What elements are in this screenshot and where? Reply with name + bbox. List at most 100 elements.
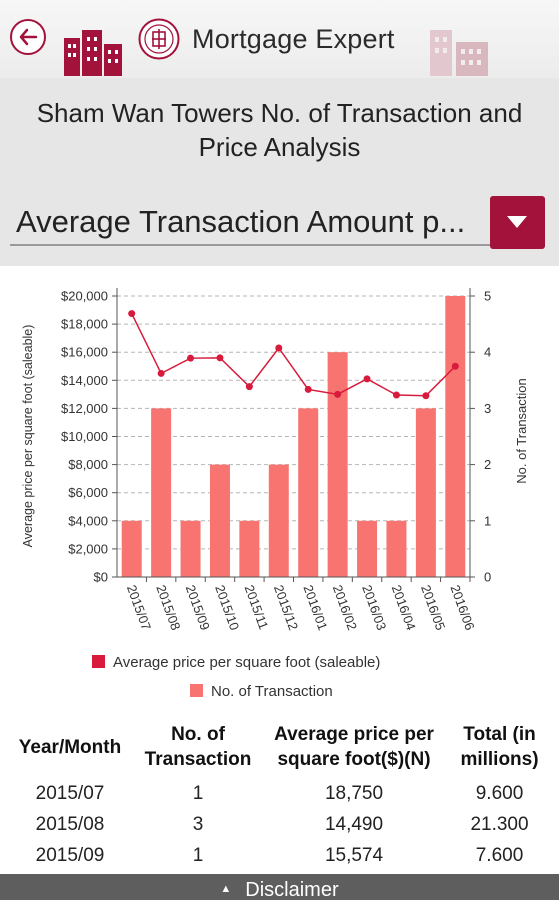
col-header-total: Total (in millions) bbox=[460, 724, 539, 770]
table-cell: 1 bbox=[192, 782, 204, 804]
price-point-2016/04 bbox=[392, 391, 400, 399]
table-cell: 3 bbox=[192, 813, 204, 835]
price-point-2015/08 bbox=[157, 369, 165, 377]
x-tick-label: 2016/05 bbox=[418, 583, 448, 632]
table-cell: 2015/08 bbox=[35, 813, 105, 835]
price-point-2016/06 bbox=[451, 362, 459, 370]
right-axis-label: No. of Transaction bbox=[514, 378, 529, 484]
legend-price-label: Average price per square foot (saleable) bbox=[113, 654, 380, 671]
x-tick-label: 2015/09 bbox=[183, 583, 213, 632]
back-button[interactable] bbox=[10, 19, 46, 55]
table-cell: 2015/09 bbox=[35, 844, 105, 866]
right-tick-label: 0 bbox=[484, 570, 491, 585]
buildings-faded-icon bbox=[430, 30, 488, 76]
left-tick-label: $12,000 bbox=[61, 401, 108, 416]
table-row: 2015/09 1 15,574 7.600 bbox=[6, 840, 553, 871]
x-tick-label: 2016/04 bbox=[389, 583, 419, 632]
price-point-2015/10 bbox=[216, 354, 224, 362]
left-tick-label: $16,000 bbox=[61, 345, 108, 360]
right-tick-label: 3 bbox=[484, 401, 491, 416]
legend-transactions-swatch bbox=[190, 684, 203, 697]
right-tick-label: 5 bbox=[484, 289, 491, 304]
price-point-2016/01 bbox=[304, 385, 312, 393]
transaction-price-chart: $0 $2,000 $4,000 $6,000 $8,000 $10,000 $12,000… bbox=[21, 288, 529, 700]
x-tick-label: 2015/07 bbox=[124, 583, 154, 632]
price-point-2015/12 bbox=[275, 344, 283, 352]
price-point-2015/11 bbox=[245, 383, 253, 391]
triangle-down-icon bbox=[507, 216, 527, 228]
right-tick-label: 2 bbox=[484, 457, 491, 472]
table-cell: 14,490 bbox=[324, 813, 384, 835]
bar-2015/08 bbox=[151, 408, 172, 577]
x-tick-label: 2016/01 bbox=[300, 583, 330, 632]
seal-logo-icon bbox=[138, 18, 180, 60]
bar-2016/03 bbox=[357, 520, 378, 577]
right-tick-label: 1 bbox=[484, 513, 491, 528]
table-cell: 18,750 bbox=[324, 782, 384, 804]
legend-price: Average price per square foot (saleable) bbox=[92, 654, 380, 671]
buildings-icon bbox=[64, 30, 122, 76]
bar-2015/07 bbox=[121, 520, 142, 577]
bar-2016/01 bbox=[298, 408, 319, 577]
dropdown-toggle-button[interactable] bbox=[490, 196, 545, 249]
chart-type-dropdown[interactable]: Average Transaction Amount p... bbox=[10, 196, 545, 249]
app-title: Mortgage Expert bbox=[192, 24, 395, 54]
table-cell: 15,574 bbox=[324, 844, 384, 866]
table-cell: 1 bbox=[192, 844, 204, 866]
bar-2015/12 bbox=[268, 464, 289, 577]
legend-transactions-label: No. of Transaction bbox=[211, 683, 333, 700]
bar-2015/11 bbox=[239, 520, 260, 577]
table-row: 2015/08 3 14,490 21.300 bbox=[6, 809, 553, 840]
left-axis-label: Average price per square foot (saleable) bbox=[21, 325, 35, 548]
bar-2016/04 bbox=[386, 520, 407, 577]
bar-2016/02 bbox=[327, 352, 348, 577]
table-header-row: Year/Month No. of Transaction Average pr… bbox=[6, 720, 553, 778]
right-tick-label: 4 bbox=[484, 345, 491, 360]
price-line-series bbox=[128, 310, 459, 400]
col-header-transactions: No. of Transaction bbox=[144, 724, 252, 770]
price-line bbox=[131, 313, 456, 397]
x-tick-label: 2016/03 bbox=[359, 583, 389, 632]
left-tick-label: $10,000 bbox=[61, 429, 108, 444]
col-header-avg-price: Average price per square foot($)(N) bbox=[274, 724, 434, 770]
bar-2016/05 bbox=[415, 408, 436, 577]
left-tick-label: $2,000 bbox=[68, 541, 108, 556]
x-tick-label: 2015/12 bbox=[271, 583, 301, 632]
disclaimer-label: Disclaimer bbox=[245, 879, 339, 901]
left-tick-label: $18,000 bbox=[61, 317, 108, 332]
price-point-2016/05 bbox=[422, 392, 430, 400]
chart-gridlines bbox=[117, 295, 470, 550]
price-point-2016/02 bbox=[334, 390, 342, 398]
col-header-year-month: Year/Month bbox=[18, 736, 122, 758]
left-tick-label: $20,000 bbox=[61, 289, 108, 304]
back-arrow-icon bbox=[19, 28, 38, 46]
dropdown-underline bbox=[10, 244, 490, 246]
bar-2015/10 bbox=[209, 464, 230, 577]
left-tick-label: $6,000 bbox=[68, 485, 108, 500]
left-tick-label: $0 bbox=[94, 570, 108, 585]
bar-2016/06 bbox=[445, 296, 466, 577]
left-tick-label: $14,000 bbox=[61, 373, 108, 388]
price-point-2015/09 bbox=[187, 354, 195, 362]
x-tick-label: 2016/02 bbox=[330, 583, 360, 632]
table-cell: 2015/07 bbox=[35, 782, 105, 804]
left-tick-label: $4,000 bbox=[68, 513, 108, 528]
dropdown-selected-value: Average Transaction Amount p... bbox=[16, 204, 466, 239]
caret-up-icon: ▲ bbox=[220, 883, 232, 895]
x-tick-label: 2016/06 bbox=[447, 583, 477, 632]
table-cell: 21.300 bbox=[470, 813, 529, 835]
bar-2015/09 bbox=[180, 520, 201, 577]
price-point-2015/07 bbox=[128, 310, 136, 318]
table-row: 2015/07 1 18,750 9.600 bbox=[6, 778, 553, 809]
legend-transactions: No. of Transaction bbox=[190, 683, 333, 700]
table-cell: 9.600 bbox=[475, 782, 524, 804]
legend-price-swatch bbox=[92, 655, 105, 668]
price-point-2016/03 bbox=[363, 375, 371, 383]
x-tick-label: 2015/10 bbox=[212, 583, 242, 632]
table-cell: 7.600 bbox=[475, 844, 524, 866]
transactions-table: Year/Month No. of Transaction Average pr… bbox=[6, 720, 553, 871]
left-tick-label: $8,000 bbox=[68, 457, 108, 472]
title-band bbox=[0, 78, 559, 266]
disclaimer-bar[interactable]: ▲ Disclaimer bbox=[0, 874, 559, 901]
page-title: Sham Wan Towers No. of Transaction and P… bbox=[36, 98, 523, 162]
